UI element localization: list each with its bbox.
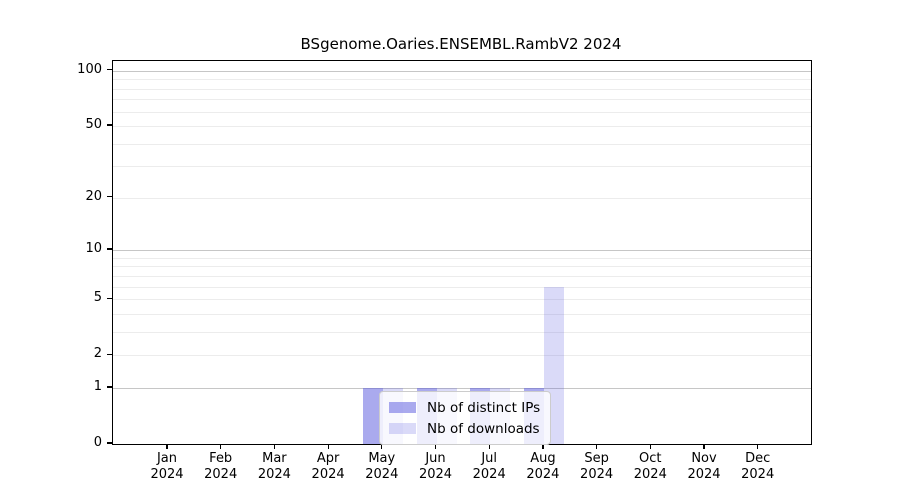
y-tick-mark <box>107 196 112 198</box>
x-tick-mark <box>166 444 168 449</box>
gridline-minor <box>113 266 811 268</box>
gridline-minor <box>113 355 811 357</box>
x-tick-mark <box>757 444 759 449</box>
x-tick-label: Mar 2024 <box>257 451 291 482</box>
x-tick-label: Oct 2024 <box>633 451 667 482</box>
plot-area: Nb of distinct IPs Nb of downloads <box>112 60 812 445</box>
x-tick-mark <box>596 444 598 449</box>
gridline-minor <box>113 88 811 90</box>
y-tick-label: 100 <box>77 61 102 77</box>
legend-swatch-distinct-ips-icon <box>389 402 416 413</box>
legend-label-distinct-ips: Nb of distinct IPs <box>427 399 541 416</box>
gridline-minor <box>113 197 811 199</box>
x-tick-mark <box>220 444 222 449</box>
y-tick-mark <box>107 248 112 250</box>
y-tick-mark <box>107 69 112 71</box>
gridline-major <box>113 70 811 72</box>
x-tick-label: Apr 2024 <box>311 451 345 482</box>
gridline-minor <box>113 257 811 259</box>
gridline-minor <box>113 143 811 145</box>
x-tick-mark <box>703 444 705 449</box>
x-tick-mark <box>381 444 383 449</box>
x-tick-label: Sep 2024 <box>580 451 614 482</box>
y-tick-label: 2 <box>93 346 102 362</box>
x-tick-label: Nov 2024 <box>687 451 721 482</box>
x-tick-mark <box>273 444 276 449</box>
x-tick-label: Aug 2024 <box>526 451 560 482</box>
gridline-minor <box>113 286 811 288</box>
legend: Nb of distinct IPs Nb of downloads <box>379 391 552 445</box>
x-tick-mark <box>327 444 329 449</box>
y-tick-label: 0 <box>93 435 102 450</box>
y-tick-label: 50 <box>85 117 102 133</box>
chart-title: BSgenome.Oaries.ENSEMBL.RambV2 2024 <box>300 35 622 53</box>
x-tick-label: Jun 2024 <box>418 451 453 482</box>
y-tick-mark <box>107 353 112 355</box>
y-tick-label: 20 <box>85 188 102 204</box>
gridline-minor <box>113 111 811 113</box>
y-tick-mark <box>107 386 112 388</box>
gridline-minor <box>113 299 811 301</box>
y-tick-mark <box>107 124 112 126</box>
legend-item-distinct-ips: Nb of distinct IPs <box>389 397 540 418</box>
y-tick-label: 1 <box>93 378 102 394</box>
gridline-minor <box>113 166 811 168</box>
gridline-minor <box>113 275 811 277</box>
x-tick-label: Dec 2024 <box>741 451 775 482</box>
y-tick-label: 5 <box>93 290 102 306</box>
x-tick-mark <box>488 444 490 449</box>
x-tick-label: Jul 2024 <box>472 451 506 482</box>
x-tick-mark <box>649 444 651 449</box>
x-tick-label: Feb 2024 <box>204 451 238 482</box>
y-tick-mark <box>107 442 112 444</box>
gridline-major <box>113 250 811 252</box>
gridline-minor <box>113 331 811 333</box>
bar-distinct-ips-may-2024 <box>362 387 383 444</box>
legend-label-downloads: Nb of downloads <box>427 420 540 437</box>
x-tick-mark <box>434 444 437 449</box>
legend-swatch-downloads-icon <box>389 423 416 434</box>
gridline-minor <box>113 126 811 128</box>
gridline-minor <box>113 313 811 315</box>
gridline-minor <box>113 99 811 101</box>
x-tick-label: Jan 2024 <box>150 451 184 482</box>
x-tick-mark <box>542 444 544 449</box>
x-tick-label: May 2024 <box>365 451 399 482</box>
gridline-major <box>113 387 811 389</box>
y-tick-mark <box>107 297 112 299</box>
y-tick-label: 10 <box>85 241 102 257</box>
gridline-minor <box>113 79 811 81</box>
legend-item-downloads: Nb of downloads <box>389 418 540 439</box>
